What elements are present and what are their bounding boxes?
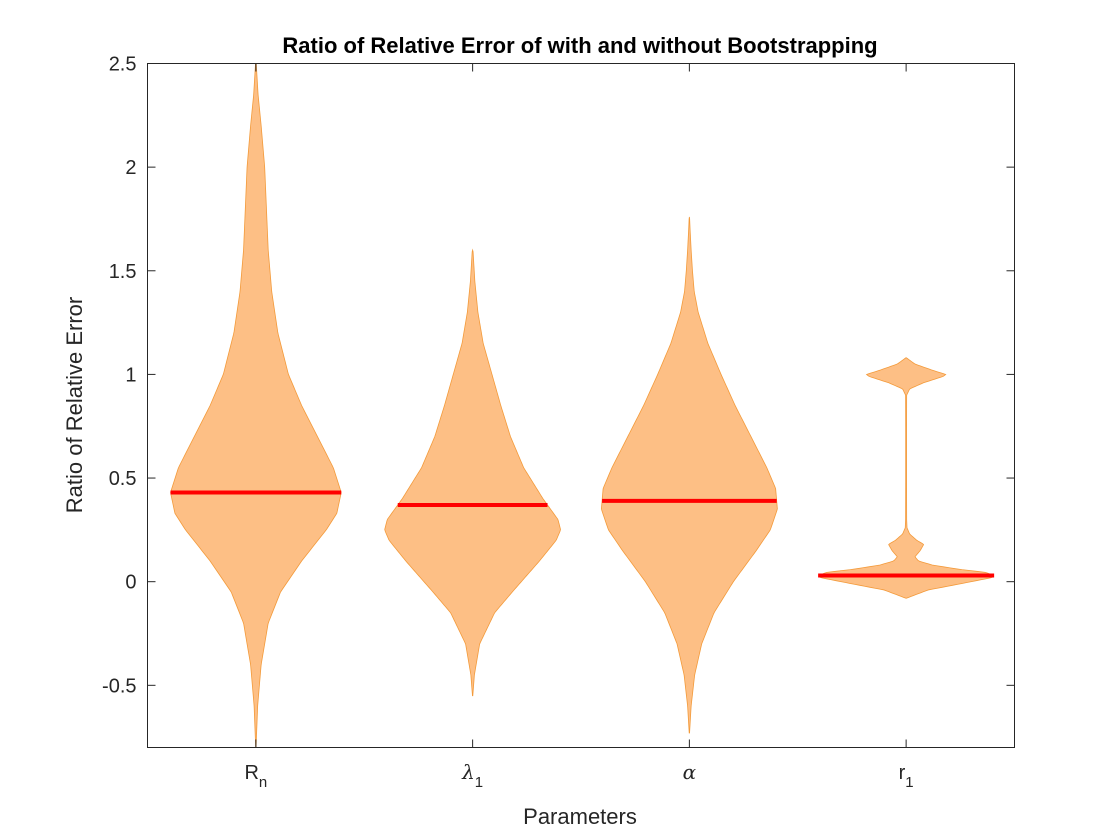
y-tick-label: -0.5: [102, 675, 136, 697]
x-tick-label: λ1: [461, 760, 483, 791]
violin-2: [384, 248, 561, 697]
y-tick-label: 2.5: [109, 54, 137, 76]
violin-4: [818, 357, 995, 599]
x-axis-label: Parameters: [523, 804, 637, 829]
y-tick-label: 0.5: [109, 468, 137, 490]
y-axis-label: Ratio of Relative Error: [62, 297, 87, 513]
x-axis-ticks: Rn λ1 α r1: [244, 63, 914, 791]
violins-group: [170, 63, 995, 748]
chart-title: Ratio of Relative Error of with and with…: [282, 33, 877, 58]
x-tick-label: Rn: [244, 762, 267, 791]
plot-frame: [147, 63, 1015, 748]
x-tick-label: α: [683, 760, 697, 784]
violin-3: [601, 216, 778, 734]
y-tick-label: 1.5: [109, 261, 137, 283]
y-tick-label: 2: [125, 157, 136, 179]
y-tick-label: 0: [125, 572, 136, 594]
y-tick-label: 1: [125, 364, 136, 386]
x-tick-label: r1: [899, 762, 914, 791]
y-axis-ticks: -0.5 0 0.5 1 1.5 2 2.5: [102, 54, 1015, 697]
